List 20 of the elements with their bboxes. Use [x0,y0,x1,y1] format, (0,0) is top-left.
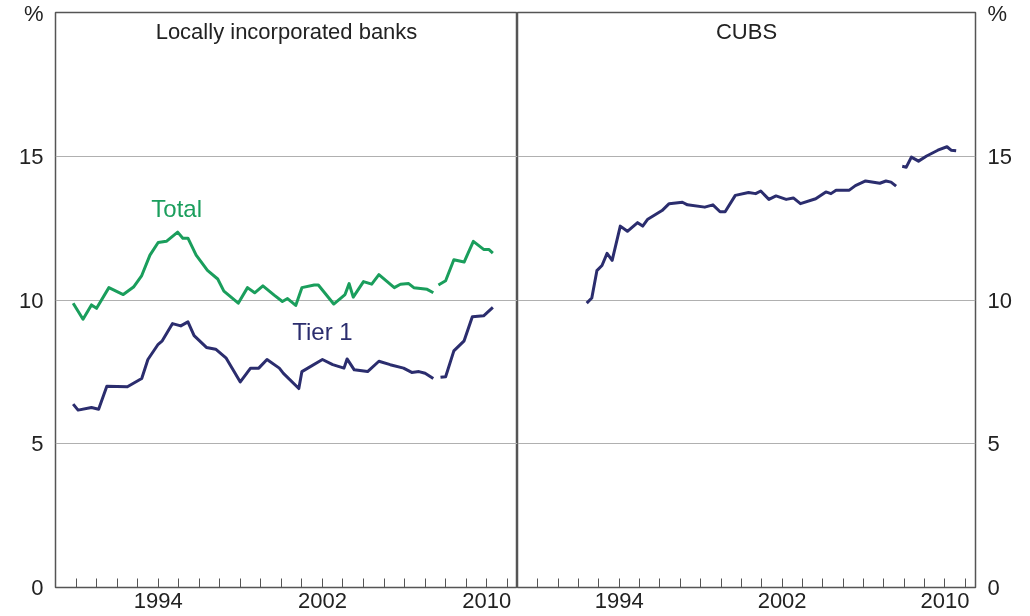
series-label: Tier 1 [292,318,353,346]
x-tick-label: 1994 [133,587,183,613]
x-tick-label: 2010 [462,587,512,613]
chart-title: Locally incorporated banks [155,18,418,44]
chart-title: CUBS [715,18,778,44]
y-tick-label: 10 [987,287,1012,313]
series-label: Total [151,194,202,222]
y-tick-label: 15 [19,143,44,169]
x-tick-label: 2002 [757,587,807,613]
y-tick-label: 5 [31,431,44,457]
y-tick-label: 0 [987,575,1000,600]
y-tick-label: 10 [19,287,44,313]
y-tick-label: 5 [987,431,1000,457]
x-tick-label: 2002 [297,587,347,613]
y-axis-title: % [987,0,1008,26]
y-axis-title: % [23,0,44,26]
y-tick-label: 15 [987,143,1012,169]
x-tick-label: 2010 [920,587,970,613]
x-tick-label: 1994 [594,587,644,613]
y-tick-label: 0 [31,575,44,600]
